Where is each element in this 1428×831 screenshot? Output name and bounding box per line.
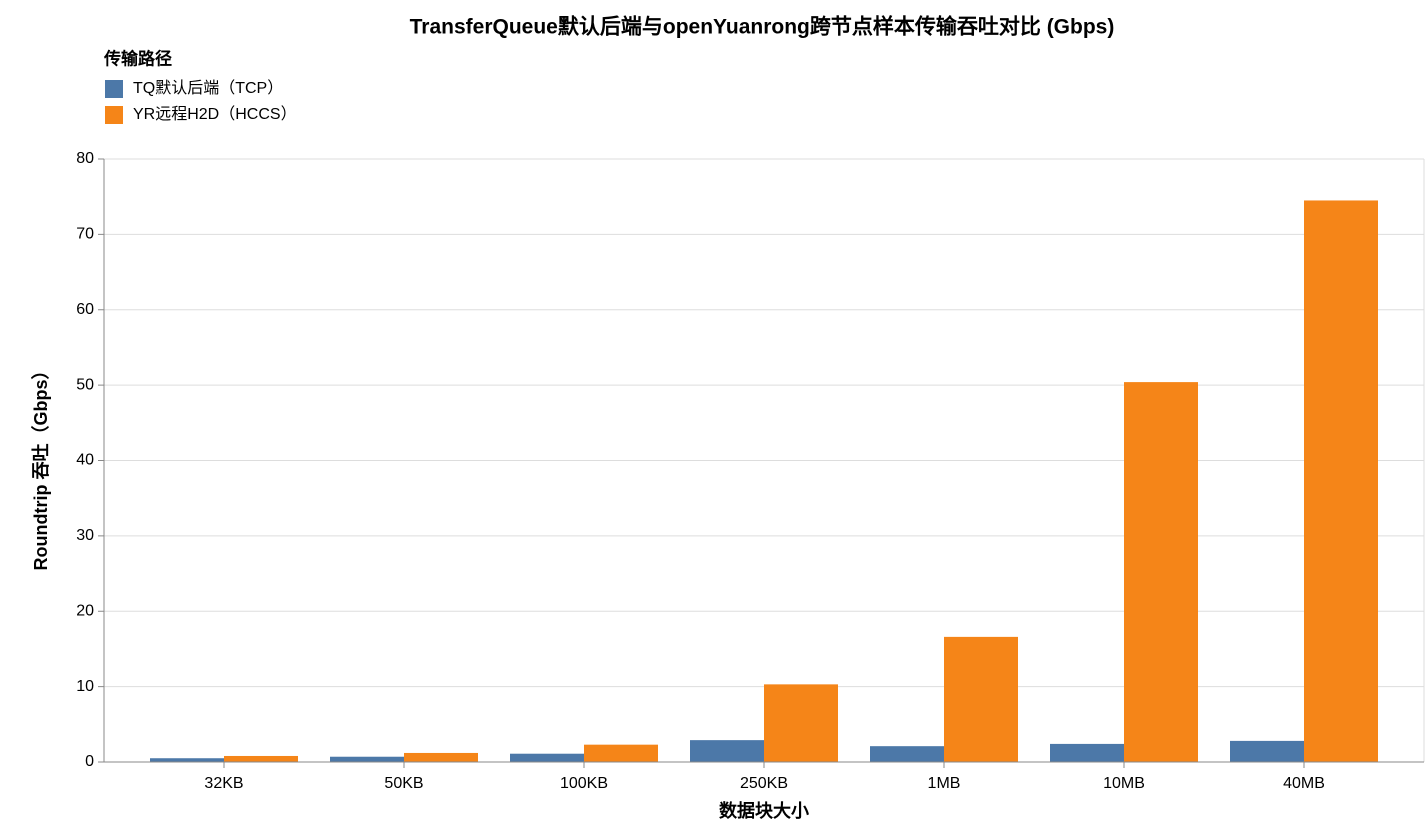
bar (764, 684, 838, 762)
x-tick-label: 250KB (740, 775, 788, 792)
bar (1230, 740, 1304, 762)
legend-title: 传输路径 (103, 48, 172, 68)
y-tick-label: 30 (76, 527, 94, 544)
bar (944, 636, 1018, 762)
legend-label: YR远程H2D（HCCS） (133, 105, 297, 123)
x-tick-label: 40MB (1283, 775, 1325, 792)
bar (404, 752, 478, 762)
bar (870, 746, 944, 762)
y-tick-label: 50 (76, 376, 94, 393)
bar (150, 758, 224, 762)
y-axis-label: Roundtrip 吞吐（Gbps） (31, 362, 51, 571)
bar (1304, 200, 1378, 763)
y-tick-label: 0 (85, 753, 94, 770)
y-tick-label: 70 (76, 226, 94, 243)
x-tick-label: 32KB (204, 775, 243, 792)
y-tick-label: 10 (76, 678, 94, 695)
bar (224, 755, 298, 762)
chart-title: TransferQueue默认后端与openYuanrong跨节点样本传输吞吐对… (410, 15, 1115, 39)
bar (1050, 743, 1124, 762)
y-tick-label: 80 (76, 150, 94, 167)
legend-swatch (105, 106, 123, 124)
y-tick-label: 40 (76, 452, 94, 469)
bar (330, 756, 404, 762)
legend-swatch (105, 80, 123, 98)
x-tick-label: 50KB (384, 775, 423, 792)
x-tick-label: 1MB (928, 775, 961, 792)
y-tick-label: 60 (76, 301, 94, 318)
bar (690, 740, 764, 762)
legend-label: TQ默认后端（TCP） (133, 79, 283, 97)
x-tick-label: 100KB (560, 775, 608, 792)
x-tick-label: 10MB (1103, 775, 1145, 792)
y-tick-label: 20 (76, 602, 94, 619)
x-axis-label: 数据块大小 (719, 800, 809, 821)
bar (510, 753, 584, 762)
bar (1124, 382, 1198, 762)
bar (584, 744, 658, 762)
